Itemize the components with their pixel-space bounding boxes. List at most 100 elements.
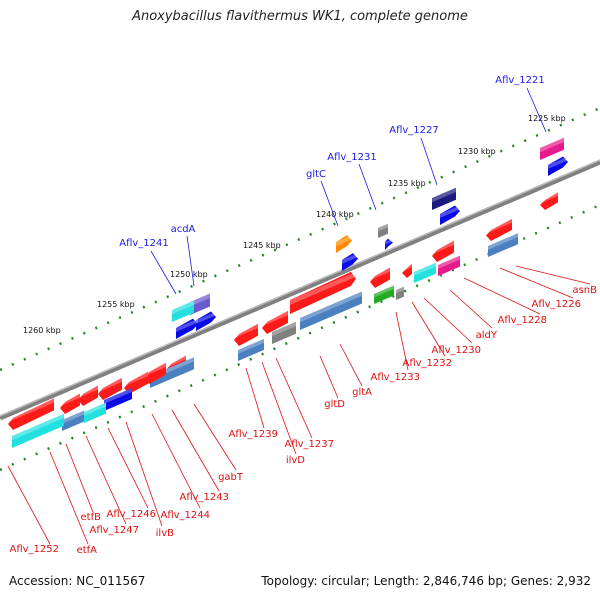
figure-title: Anoxybacillus flavithermus WK1, complete… (132, 9, 468, 24)
feature-aflv-1233-c (396, 286, 404, 300)
gene-features (8, 137, 568, 448)
feature-aflv-1252 (12, 413, 64, 448)
gene-label: etfA (77, 545, 98, 556)
leader-line (515, 265, 591, 285)
leader-line (358, 163, 377, 211)
leader-line (423, 297, 473, 344)
feature-asnb (486, 218, 512, 241)
feature-aflv-1221-b (548, 156, 568, 176)
gene-label: asnB (572, 285, 597, 296)
feature-aflv-1228 (432, 240, 454, 262)
leader-line (107, 427, 149, 509)
feature-aflv-1233-b (374, 285, 394, 304)
gene-labels: Aflv_1221Aflv_1227Aflv_1231gltCacdAAflv_… (7, 75, 597, 556)
gene-label: gltC (306, 169, 326, 180)
feature-aflv-1237 (272, 321, 296, 344)
leader-line (526, 87, 547, 133)
feature-aflv-1241-b (176, 318, 198, 339)
feature-aflv-1231 (378, 223, 388, 238)
feature-aflv-1247-b (84, 402, 106, 423)
feature-acda (190, 293, 210, 315)
gene-label: ilvD (286, 455, 305, 466)
feature-aflv-1227-b (440, 205, 460, 225)
feature-aflv-1227 (432, 187, 456, 210)
gene-label: Aflv_1227 (389, 125, 439, 136)
gene-label: Aflv_1247 (89, 525, 139, 536)
feature-ilvd (262, 310, 288, 334)
feature-aflv-1233 (370, 267, 390, 288)
leader-line (150, 250, 177, 295)
feature-aflv-1246 (98, 377, 122, 400)
leader-line (395, 311, 409, 371)
kbp-label: 1235 kbp (388, 179, 426, 188)
feature-acda-b (196, 311, 216, 331)
kbp-label: 1225 kbp (528, 114, 566, 123)
gene-label: Aflv_1233 (370, 372, 420, 383)
leader-line (171, 409, 220, 492)
gene-label: Aflv_1244 (160, 510, 210, 521)
feature-etfb-b (62, 410, 84, 431)
feature-aflv-1221 (540, 137, 564, 160)
gene-label: gabT (218, 472, 244, 483)
gene-label: Aflv_1246 (106, 509, 156, 520)
genome-backbone-highlight (0, 159, 600, 417)
gene-label: aldY (476, 330, 498, 341)
kbp-label: 1240 kbp (316, 210, 354, 219)
feature-aflv-1232 (402, 263, 412, 278)
gene-label: acdA (171, 224, 196, 235)
gene-label: Aflv_1252 (9, 544, 59, 555)
leader-line (499, 267, 574, 299)
leader-line (186, 235, 195, 287)
leader-line (339, 343, 363, 387)
topology-text: Topology: circular; Length: 2,846,746 bp… (261, 574, 591, 588)
feature-glta (290, 271, 356, 314)
leader-line (320, 180, 339, 227)
feature-etfa (8, 398, 54, 430)
leader-line (7, 465, 51, 545)
feature-aflv-1239-b (238, 338, 264, 361)
feature-ilvb-b (104, 388, 132, 411)
feature-gltc (336, 235, 352, 253)
kbp-labels: 1225 kbp 1230 kbp 1235 kbp 1240 kbp 1245 kbp… (23, 114, 566, 335)
gene-label: gltA (352, 387, 372, 398)
leader-line (245, 367, 265, 429)
leader-line (49, 451, 89, 545)
gene-label: Aflv_1221 (495, 75, 545, 86)
gene-label: Aflv_1232 (402, 358, 452, 369)
feature-aflv-1230 (414, 262, 436, 283)
feature-aflv-1226 (488, 233, 518, 257)
feature-aflv-1247 (78, 385, 98, 406)
gene-label: Aflv_1228 (497, 315, 547, 326)
gene-label: ilvB (156, 528, 174, 539)
leader-line (449, 289, 493, 329)
accession-text: Accession: NC_011567 (9, 574, 146, 588)
gene-label: gltD (324, 399, 345, 410)
leader-line (411, 301, 446, 357)
leader-line (319, 355, 339, 399)
feature-aflv-1241 (172, 300, 194, 322)
gene-label: Aflv_1226 (531, 299, 581, 310)
leader-line (193, 403, 237, 471)
feature-ilvb (124, 371, 148, 394)
kbp-label: 1245 kbp (243, 241, 281, 250)
feature-gltc-b (342, 253, 358, 271)
gene-label: Aflv_1239 (228, 429, 278, 440)
leader-line (151, 413, 201, 509)
gene-label: Aflv_1243 (179, 492, 229, 503)
feature-etfb (60, 393, 80, 414)
feature-aflv-1244 (144, 362, 166, 384)
gene-label: Aflv_1241 (119, 238, 169, 249)
kbp-label: 1250 kbp (170, 270, 208, 279)
feature-gltd (300, 291, 362, 330)
gene-label: etfB (81, 512, 102, 523)
leader-line (125, 421, 163, 527)
gene-label: Aflv_1231 (327, 152, 377, 163)
gene-label: Aflv_1237 (284, 439, 334, 450)
kbp-label: 1230 kbp (458, 147, 496, 156)
leader-line (85, 435, 127, 525)
leader-line (261, 361, 297, 455)
kbp-label: 1255 kbp (97, 300, 135, 309)
feature-aldy (438, 255, 460, 276)
